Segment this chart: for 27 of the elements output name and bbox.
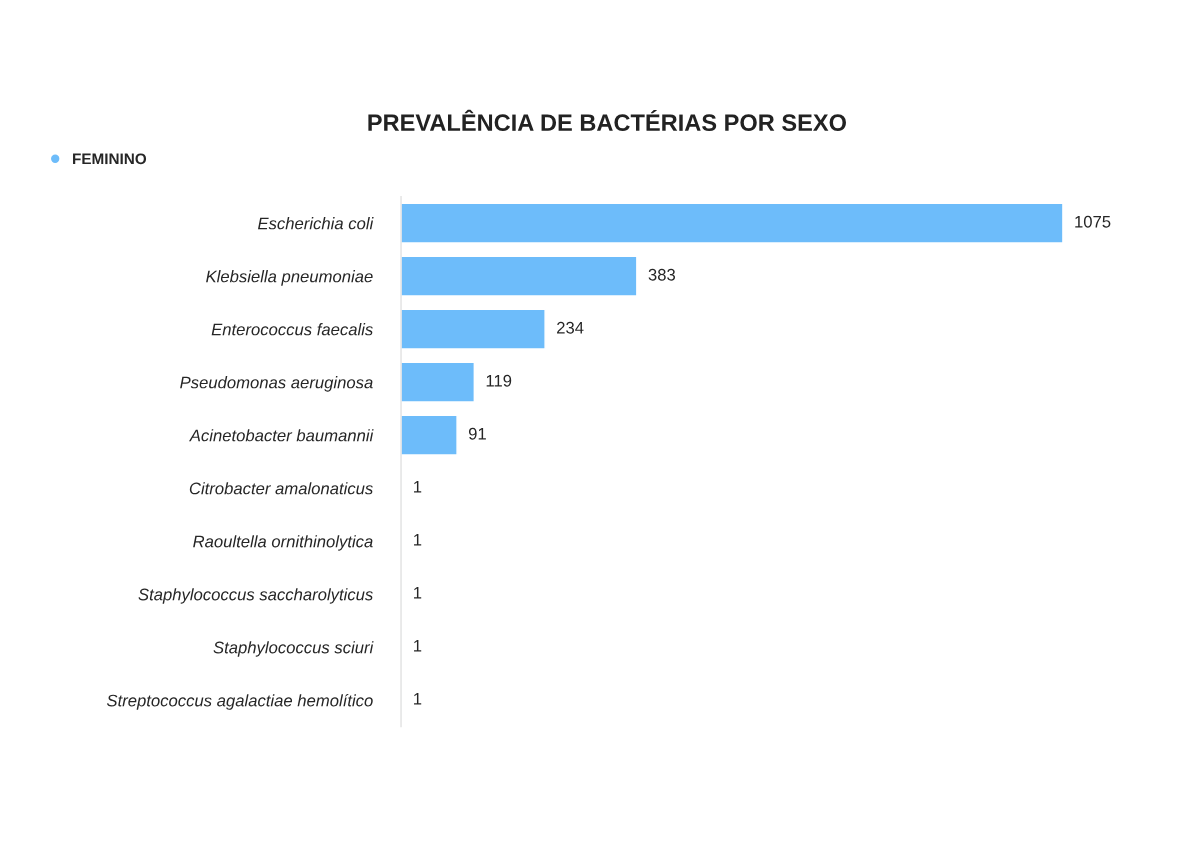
data-label: 1075 xyxy=(1075,215,1111,228)
legend-label: FEMININO xyxy=(73,153,147,165)
data-label: 1 xyxy=(414,693,422,705)
y-tick-label: Klebsiella pneumoniae xyxy=(206,270,373,286)
data-label: 1 xyxy=(414,640,422,652)
y-tick-label: Pseudomonas aeruginosa xyxy=(180,376,373,392)
y-tick-label: Staphylococcus saccharolyticus xyxy=(138,588,373,604)
y-tick-label: Enterococcus faecalis xyxy=(211,323,373,336)
y-tick-label: Citrobacter amalonaticus xyxy=(189,482,373,495)
y-tick-label: Raoultella ornithinolytica xyxy=(193,535,373,551)
bar xyxy=(401,361,475,403)
bar xyxy=(401,255,638,297)
bar xyxy=(401,308,546,350)
data-label: 1 xyxy=(414,587,422,599)
y-tick-label: Acinetobacter baumannii xyxy=(188,429,374,442)
chart-title: PREVALÊNCIA DE BACTÉRIAS POR SEXO xyxy=(368,109,846,132)
data-label: 1 xyxy=(414,534,422,546)
y-tick-label: Staphylococcus sciuri xyxy=(213,641,374,657)
y-tick-label: Escherichia coli xyxy=(257,217,374,230)
data-label: 1 xyxy=(414,481,422,493)
data-label: 119 xyxy=(486,374,512,387)
data-label: 91 xyxy=(468,427,486,440)
y-tick-label: Streptococcus agalactiae hemolítico xyxy=(106,694,373,710)
bar xyxy=(401,414,458,456)
data-label: 234 xyxy=(557,321,584,334)
data-label: 383 xyxy=(648,268,676,281)
bar xyxy=(401,202,1064,244)
